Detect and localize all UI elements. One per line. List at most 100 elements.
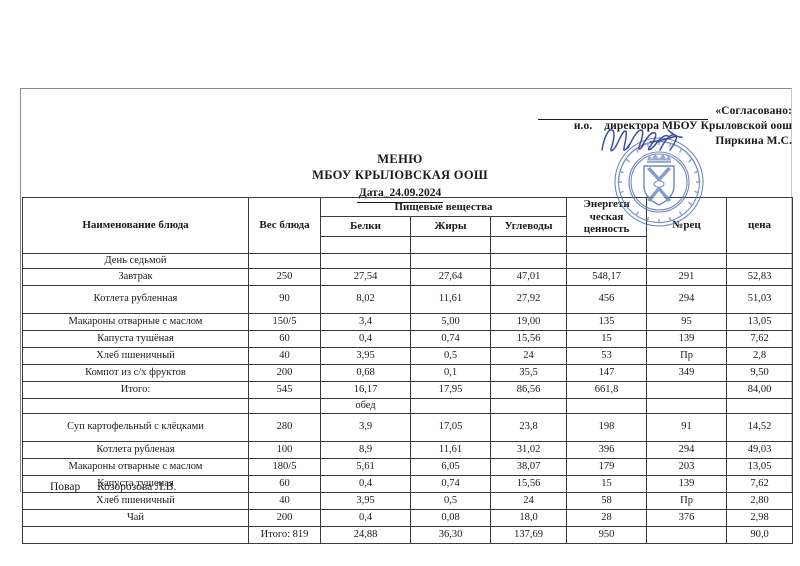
- day-band-price: [726, 252, 794, 269]
- day-band-row: День седьмой: [22, 252, 794, 269]
- dish-carbs: 15,56: [489, 474, 568, 493]
- dish-weight: 40: [248, 346, 321, 365]
- dish-fats: 0,5: [410, 346, 491, 365]
- dish-name: Макароны отварные с маслом: [22, 457, 249, 476]
- dish-fats: 11,61: [410, 440, 491, 459]
- table-row: Завтрак 250 27,54 27,64 47,01 548,17 291…: [22, 267, 794, 286]
- lunch-band-carbs: [489, 397, 568, 414]
- total-energy: 661,8: [566, 380, 648, 399]
- dish-recipe: Пр: [646, 491, 728, 510]
- dish-proteins: 8,02: [320, 284, 411, 314]
- dish-energy: 548,17: [566, 267, 648, 286]
- dish-recipe: 203: [646, 457, 728, 476]
- spacer-fats: [410, 235, 491, 254]
- header-row-spacer: [23, 235, 793, 254]
- lunch-total-row: Итого: 819 24,88 36,30 137,69 950 90,0: [22, 525, 794, 544]
- dish-price: 51,03: [726, 284, 794, 314]
- lunch-total-recipe: [646, 525, 728, 544]
- day-band-proteins: [320, 252, 411, 269]
- dish-carbs: 31,02: [489, 440, 568, 459]
- lunch-band-fats: [410, 397, 491, 414]
- dish-energy: 53: [566, 346, 648, 365]
- acting-label: и.о.: [573, 120, 593, 132]
- total-weight: 545: [248, 380, 321, 399]
- dish-price: 7,62: [726, 329, 794, 348]
- dish-carbs: 35,5: [489, 363, 568, 382]
- menu-date: Дата_24.09.2024: [356, 186, 444, 203]
- dish-name: Котлета рубленая: [22, 440, 249, 459]
- dish-weight: 60: [248, 474, 321, 493]
- dish-recipe: Пр: [646, 346, 728, 365]
- table-body: День седьмой Завтрак 250 27,54 27,64 47,…: [22, 252, 794, 544]
- dish-price: 9,50: [726, 363, 794, 382]
- dish-weight: 150/5: [248, 312, 321, 331]
- table-row: Котлета рубленая 100 8,9 11,61 31,02 396…: [22, 440, 794, 459]
- dish-price: 13,05: [726, 457, 794, 476]
- dish-recipe: 139: [646, 329, 728, 348]
- lunch-band-label: обед: [320, 397, 411, 414]
- dish-carbs: 18,0: [489, 508, 568, 527]
- dish-proteins: 0,4: [320, 474, 411, 493]
- table-row: Котлета рубленная 90 8,02 11,61 27,92 45…: [22, 284, 794, 314]
- day-band-carbs: [489, 252, 568, 269]
- dish-name: Компот из с/х фруктов: [22, 363, 249, 382]
- table-row: Компот из с/х фруктов 200 0,68 0,1 35,5 …: [22, 363, 794, 382]
- page-title: МЕНЮ: [377, 152, 423, 166]
- dish-carbs: 23,8: [489, 412, 568, 442]
- cook-signature-line: Повар Козорозова Л.В.: [50, 481, 176, 493]
- dish-fats: 27,64: [410, 267, 491, 286]
- spacer-energy: [566, 235, 648, 254]
- dish-fats: 0,08: [410, 508, 491, 527]
- dish-carbs: 15,56: [489, 329, 568, 348]
- dish-price: 2,80: [726, 491, 794, 510]
- day-band-energy: [566, 252, 648, 269]
- document-title-block: МЕНЮ МБОУ КРЫЛОВСКАЯ ООШ Дата_24.09.2024: [0, 152, 800, 203]
- dish-weight: 40: [248, 491, 321, 510]
- dish-energy: 15: [566, 329, 648, 348]
- dish-recipe: 95: [646, 312, 728, 331]
- dish-carbs: 27,92: [489, 284, 568, 314]
- dish-proteins: 3,9: [320, 412, 411, 442]
- dish-name: Капуста тушёная: [22, 329, 249, 348]
- dish-name: Котлета рубленная: [22, 284, 249, 314]
- dish-fats: 0,74: [410, 474, 491, 493]
- cook-name: Козорозова Л.В.: [97, 481, 177, 493]
- dish-proteins: 5,61: [320, 457, 411, 476]
- total-proteins: 16,17: [320, 380, 411, 399]
- dish-fats: 0,5: [410, 491, 491, 510]
- dish-carbs: 19,00: [489, 312, 568, 331]
- dish-fats: 17,05: [410, 412, 491, 442]
- dish-energy: 396: [566, 440, 648, 459]
- lunch-band-recipe: [646, 397, 728, 414]
- lunch-total-energy: 950: [566, 525, 648, 544]
- dish-price: 52,83: [726, 267, 794, 286]
- table-row: Макароны отварные с маслом 180/5 5,61 6,…: [22, 457, 794, 476]
- col-header-name: Наименование блюда: [22, 197, 249, 254]
- dish-recipe: 349: [646, 363, 728, 382]
- table-row: Чай 200 0,4 0,08 18,0 28 376 2,98: [22, 508, 794, 527]
- dish-price: 7,62: [726, 474, 794, 493]
- dish-recipe: 376: [646, 508, 728, 527]
- dish-fats: 0,1: [410, 363, 491, 382]
- dish-energy: 58: [566, 491, 648, 510]
- dish-energy: 147: [566, 363, 648, 382]
- dish-proteins: 3,95: [320, 346, 411, 365]
- dish-proteins: 8,9: [320, 440, 411, 459]
- dish-fats: 5,00: [410, 312, 491, 331]
- dish-weight: 100: [248, 440, 321, 459]
- col-header-weight: Вес блюда: [248, 197, 321, 254]
- total-label: Итого:: [22, 380, 249, 399]
- dish-energy: 15: [566, 474, 648, 493]
- breakfast-total-row: Итого: 545 16,17 17,95 86,56 661,8 84,00: [22, 380, 794, 399]
- col-header-carbs: Углеводы: [489, 216, 568, 237]
- dish-weight: 60: [248, 329, 321, 348]
- dish-weight: 280: [248, 412, 321, 442]
- lunch-band-spacer: [22, 397, 249, 414]
- dish-proteins: 3,4: [320, 312, 411, 331]
- lunch-total-weight: Итого: 819: [248, 525, 321, 544]
- approval-line-3: Пиркина М.С.: [462, 134, 792, 150]
- approval-director-title: директора МБОУ Крыловской оош: [604, 120, 792, 132]
- total-fats: 17,95: [410, 380, 491, 399]
- dish-weight: 200: [248, 363, 321, 382]
- lunch-total-carbs: 137,69: [489, 525, 568, 544]
